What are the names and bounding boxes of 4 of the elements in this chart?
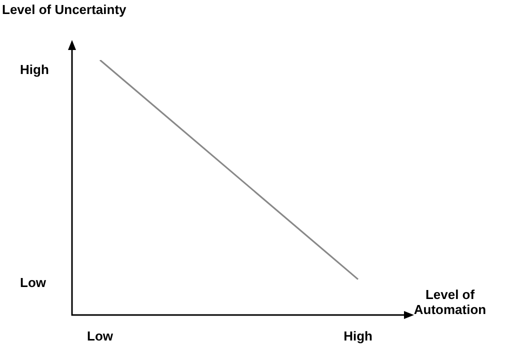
text: High bbox=[20, 62, 49, 77]
text: Low bbox=[20, 275, 46, 290]
y-axis-title: Level of Uncertainty bbox=[2, 2, 126, 17]
x-axis-title: Level of Automation bbox=[412, 287, 488, 317]
